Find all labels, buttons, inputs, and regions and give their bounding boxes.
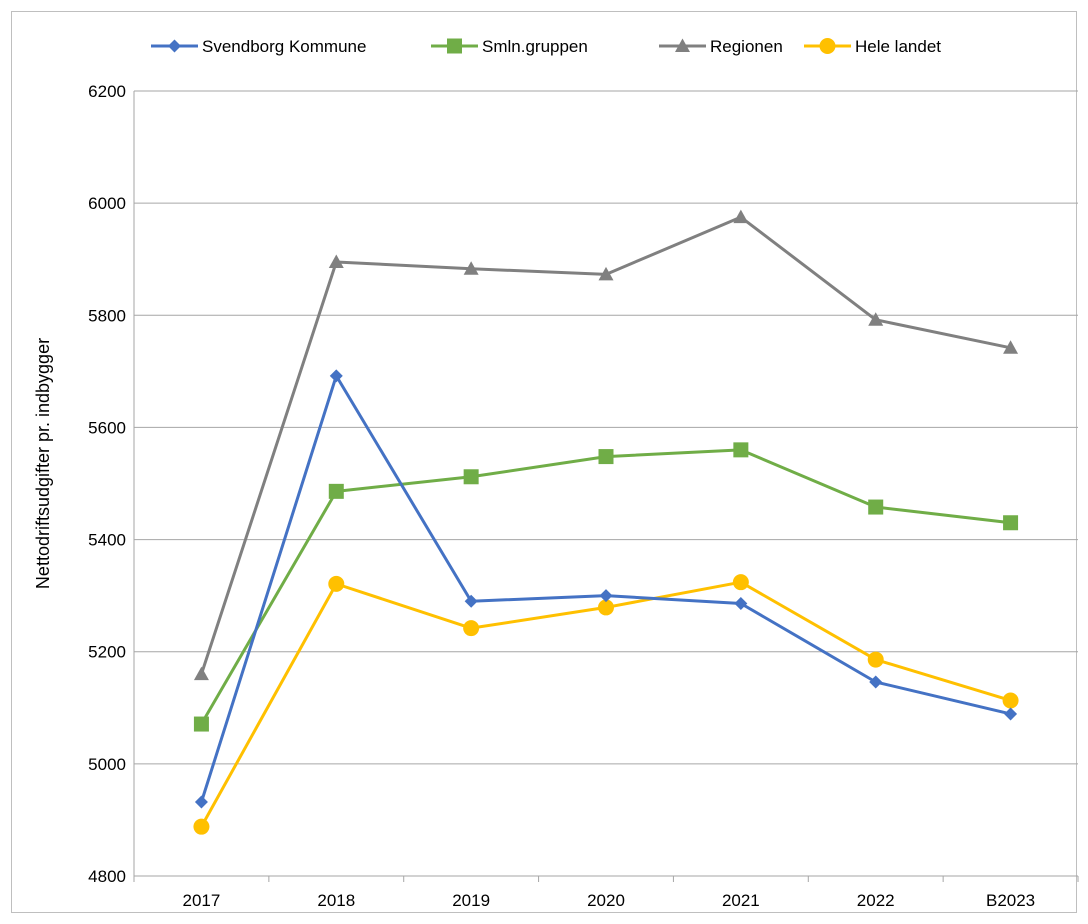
legend-label: Smln.gruppen: [482, 37, 588, 56]
series-line: [199, 374, 1011, 803]
data-point: [599, 589, 613, 603]
legend-marker: [447, 38, 462, 54]
data-point: [193, 716, 209, 732]
series-svendborg-kommune: [194, 369, 1018, 809]
legend-label: Regionen: [710, 37, 783, 56]
data-point: [869, 675, 883, 689]
data-point: [193, 666, 209, 681]
y-tick-label: 6000: [88, 194, 126, 213]
y-tick-label: 5200: [88, 643, 126, 662]
legend-item: Regionen: [659, 37, 783, 56]
data-point: [1003, 340, 1019, 354]
data-point: [867, 651, 884, 668]
data-point: [733, 209, 749, 224]
data-point: [868, 499, 884, 515]
y-tick-label: 4800: [88, 867, 126, 886]
series: [193, 209, 1019, 835]
series-line: [200, 448, 1011, 725]
data-point: [463, 261, 479, 275]
gridlines: [134, 90, 1078, 877]
data-point: [463, 620, 480, 637]
data-point: [328, 254, 344, 269]
y-tick-label: 5000: [88, 755, 126, 774]
x-tick-label: 2017: [183, 891, 221, 910]
legend-label: Hele landet: [855, 37, 941, 56]
legend-item: Svendborg Kommune: [151, 37, 366, 56]
series-smln-gruppen: [193, 442, 1019, 732]
series-regionen: [193, 209, 1019, 681]
data-point: [732, 574, 749, 591]
y-tick-label: 6200: [88, 82, 126, 101]
data-point: [193, 818, 210, 835]
data-point: [464, 594, 478, 608]
y-tick-label: 5600: [88, 418, 126, 437]
data-point: [328, 575, 345, 592]
x-tick-label: B2023: [986, 891, 1035, 910]
data-point: [598, 599, 614, 616]
data-point: [868, 312, 884, 326]
y-axis-title: Nettodriftsudgifter pr. indbygger: [33, 338, 53, 589]
data-point: [329, 369, 343, 383]
data-point: [1003, 515, 1019, 531]
legend-item: Smln.gruppen: [431, 37, 588, 56]
data-point: [328, 483, 344, 499]
series-line: [200, 580, 1012, 828]
data-point: [734, 596, 748, 610]
data-point: [194, 795, 208, 809]
x-tick-label: 2019: [452, 891, 490, 910]
legend-marker: [168, 39, 181, 53]
axes: 4800 5000 5200 5400 5600 5800 6000 6200 2017 2018…: [88, 82, 1079, 910]
data-point: [1002, 692, 1019, 709]
legend-marker: [675, 38, 690, 52]
x-tick-label: 2020: [587, 891, 625, 910]
series-hele-landet: [193, 574, 1019, 835]
x-tick-label: 2021: [722, 891, 760, 910]
x-tick-label: 2022: [857, 891, 895, 910]
x-tick-label: 2018: [317, 891, 355, 910]
chart-frame: [11, 11, 1077, 913]
data-point: [733, 442, 749, 458]
data-point: [598, 449, 614, 465]
data-point: [1004, 707, 1018, 721]
y-tick-label: 5800: [88, 306, 126, 325]
legend-marker: [819, 38, 836, 54]
y-tick-label: 5400: [88, 531, 126, 550]
legend: Svendborg Kommune Smln.gruppen Regionen Hel…: [151, 37, 941, 56]
legend-item: Hele landet: [804, 37, 941, 56]
legend-label: Svendborg Kommune: [202, 37, 366, 56]
data-point: [463, 469, 479, 485]
data-point: [598, 266, 614, 281]
